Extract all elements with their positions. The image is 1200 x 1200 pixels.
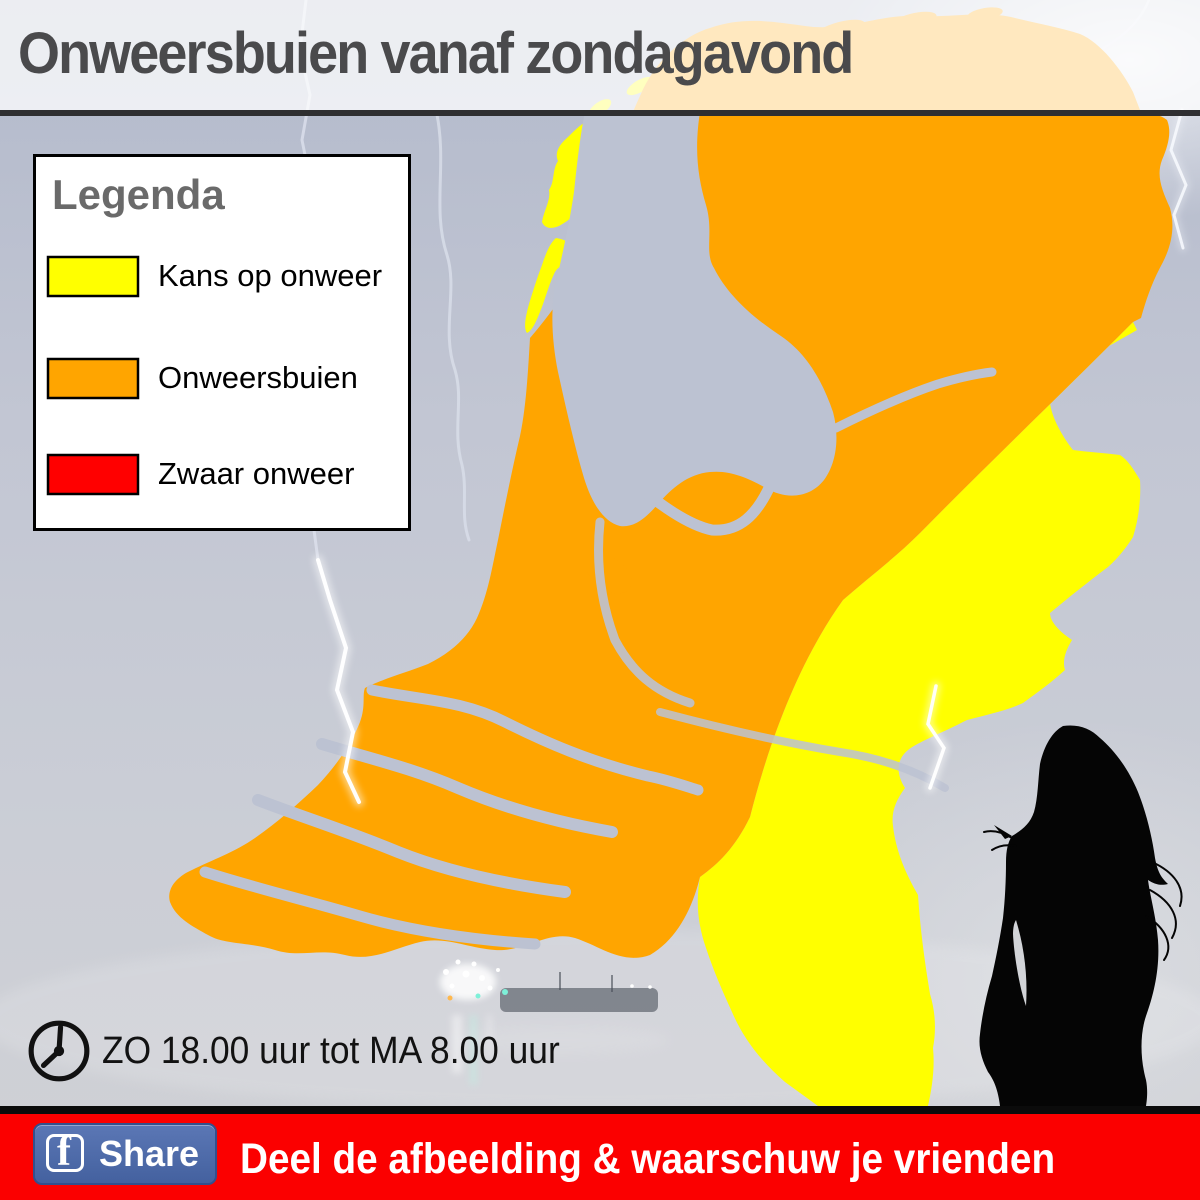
river-channels [199, 367, 997, 950]
clock-icon [28, 1020, 90, 1082]
legend-item-label: Kans op onweer [158, 258, 383, 293]
time-info: ZO 18.00 uur tot MA 8.00 uur [0, 1014, 700, 1090]
legend-item-onweersbuien: Onweersbuien [46, 357, 396, 401]
legend-title: Legenda [52, 171, 225, 218]
share-button-label: Share [99, 1133, 200, 1174]
legend-item-label: Onweersbuien [158, 360, 358, 395]
ship [440, 959, 670, 1085]
facebook-icon: f [46, 1134, 84, 1172]
woman-silhouette [979, 725, 1183, 1106]
legend-item-zwaar-onweer: Zwaar onweer [46, 453, 396, 497]
yellow-swatch-icon [46, 255, 140, 298]
page-title: Onweersbuien vanaf zondagavond [18, 21, 854, 86]
facebook-share-button[interactable]: f Share [33, 1123, 217, 1185]
legend-box: Legenda Kans op onweer Onweersbuien Zwaa… [33, 154, 411, 531]
footer-message: Deel de afbeelding & waarschuw je vriend… [240, 1135, 1056, 1183]
red-swatch-icon [46, 453, 140, 496]
ijsselmeer-water [552, 112, 837, 527]
orange-swatch-icon [46, 357, 140, 400]
legend-item-label: Zwaar onweer [158, 456, 355, 491]
legend-item-kans-op-onweer: Kans op onweer [46, 255, 396, 299]
footer-bar: f Share Deel de afbeelding & waarschuw j… [0, 1106, 1200, 1200]
header-bar: Onweersbuien vanaf zondagavond [0, 0, 1200, 116]
lightning-bolt-small [923, 681, 949, 793]
time-range-text: ZO 18.00 uur tot MA 8.00 uur [102, 1030, 560, 1072]
